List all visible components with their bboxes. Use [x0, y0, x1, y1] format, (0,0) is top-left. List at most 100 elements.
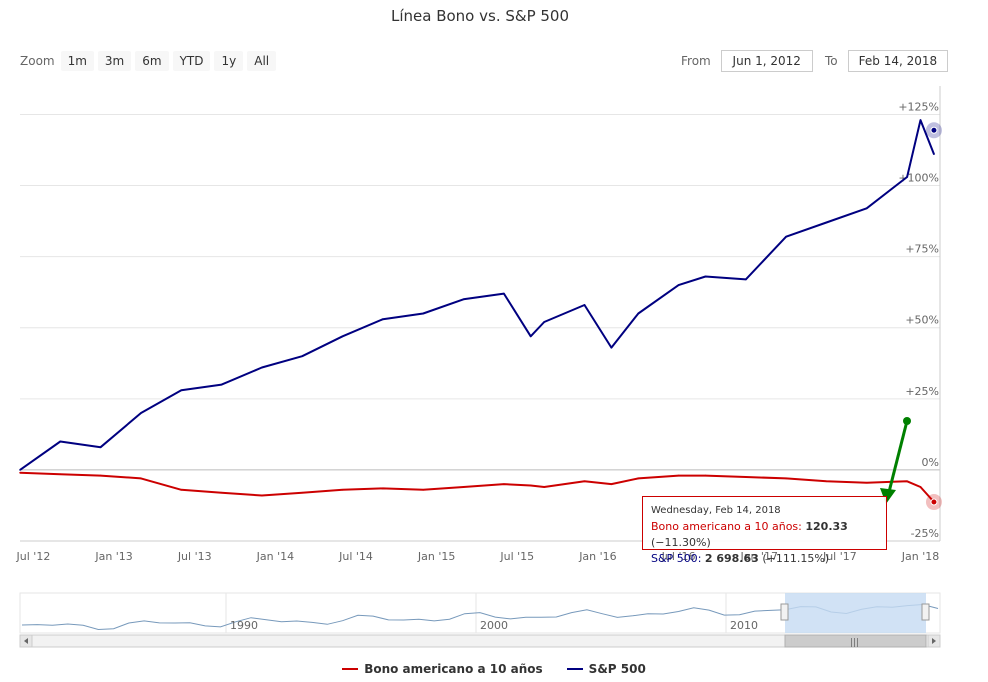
- chart-title: Línea Bono vs. S&P 500: [390, 7, 570, 25]
- sp500-data-point: [610, 346, 613, 349]
- x-tick-label: Jul '16: [661, 550, 696, 563]
- tooltip-date: Wednesday, Feb 14, 2018: [651, 505, 781, 516]
- tooltip-sp-change: (+111.15%): [762, 552, 830, 565]
- bono-data-point: [825, 480, 828, 483]
- bono-data-point: [19, 471, 21, 474]
- bono-data-point: [583, 480, 586, 483]
- navigator-label-2000: 2000: [480, 619, 508, 632]
- navigator-label-2010: 2010: [730, 619, 758, 632]
- zoom-all-button[interactable]: All: [247, 51, 277, 71]
- sp500-data-point: [637, 312, 640, 315]
- zoom-3m-button[interactable]: 3m: [97, 51, 132, 71]
- bono-data-point: [543, 486, 545, 488]
- y-tick-label: +75%: [905, 243, 939, 256]
- legend: Bono americano a 10 años S&P 500: [0, 662, 988, 676]
- series-points: [19, 119, 935, 503]
- sp500-data-point: [59, 440, 62, 443]
- bono-data-point: [865, 481, 868, 484]
- bono-data-point: [637, 477, 640, 480]
- sp500-data-point: [422, 312, 425, 315]
- zoom-1m-button[interactable]: 1m: [60, 51, 94, 71]
- sp500-data-point: [529, 335, 532, 338]
- to-label: To: [825, 54, 838, 68]
- x-tick-label: Jul '14: [338, 550, 373, 563]
- navigator: 1990 2000 2010: [19, 592, 941, 634]
- to-date-input[interactable]: Feb 14, 2018: [847, 50, 949, 72]
- arrow-head: [880, 488, 896, 504]
- legend-label-bono: Bono americano a 10 años: [364, 662, 543, 676]
- bono-data-point: [59, 473, 62, 475]
- sp500-data-point: [704, 275, 707, 278]
- sp500-data-point: [382, 318, 384, 320]
- tooltip-bono-row: Bono americano a 10 años: 120.33 (−11.30…: [651, 520, 848, 549]
- bono-data-point: [462, 486, 465, 488]
- tooltip-sp-label: S&P 500: [651, 552, 698, 565]
- sp500-data-point: [99, 446, 102, 448]
- arrow-shaft: [887, 420, 909, 493]
- navigator-left-handle[interactable]: [780, 603, 789, 621]
- x-tick-label: Jan '14: [256, 550, 294, 563]
- sp500-data-point: [825, 221, 828, 224]
- zoom-label: Zoom: [20, 54, 55, 68]
- bono-data-point: [341, 489, 344, 491]
- bono-data-point: [919, 486, 922, 488]
- zoom-1y-button[interactable]: 1y: [214, 51, 244, 71]
- sp500-data-point: [865, 207, 868, 210]
- x-tick-label: Jul '15: [499, 550, 534, 563]
- x-tick-labels: Jul '12 Jan '13 Jul '13 Jan '14 Jul '14 Jan '…: [16, 550, 940, 563]
- bono-data-point: [382, 487, 384, 490]
- navigator-selected-range[interactable]: [785, 593, 926, 633]
- bono-data-point: [610, 483, 613, 485]
- sp500-data-point: [341, 335, 344, 338]
- from-label: From: [681, 54, 711, 68]
- x-tick-label: Jul '17: [822, 550, 857, 563]
- navigator-right-handle[interactable]: [921, 603, 930, 621]
- y-tick-label: 0%: [922, 456, 939, 469]
- scroll-left-arrow-icon: [24, 638, 28, 644]
- tooltip-sp-row: S&P 500: 2 698.63 (+111.15%): [651, 552, 830, 565]
- sp500-data-point: [543, 321, 545, 323]
- scrollbar: |||: [19, 634, 941, 648]
- sp500-data-point: [261, 366, 263, 369]
- sp500-data-point: [744, 278, 747, 281]
- x-tick-label: Jan '18: [901, 550, 939, 563]
- bono-data-point: [744, 476, 747, 478]
- from-date-input[interactable]: Jun 1, 2012: [720, 50, 813, 72]
- legend-swatch-bono: [342, 668, 359, 670]
- y-tick-label: -25%: [911, 527, 939, 540]
- x-tick-label: Jan '13: [94, 550, 132, 563]
- grid-lines: [20, 113, 940, 542]
- legend-item-sp500[interactable]: S&P 500: [566, 662, 646, 676]
- sp500-data-point: [19, 469, 21, 471]
- bono-data-point: [785, 477, 787, 480]
- tooltip-sp-value: 2 698.63: [704, 552, 759, 565]
- bono-data-point: [220, 491, 223, 494]
- x-tick-label: Jan '16: [578, 550, 616, 563]
- sp500-data-point: [503, 292, 505, 295]
- arrow-tail-dot: [903, 417, 911, 425]
- sp500-data-point: [919, 119, 922, 121]
- y-tick-labels: -25%0%+25%+50%+75%+100%+125%: [898, 100, 939, 540]
- bono-data-point: [677, 474, 680, 477]
- zoom-ytd-button[interactable]: YTD: [172, 51, 211, 71]
- tooltip: Wednesday, Feb 14, 2018 Bono americano a…: [642, 496, 887, 565]
- sp500-data-point: [180, 389, 183, 392]
- zoom-6m-button[interactable]: 6m: [135, 51, 169, 71]
- zoom-bar: Zoom 1m 3m 6m YTD 1y All: [20, 50, 280, 72]
- sp500-data-point: [906, 176, 908, 178]
- range-from: From Jun 1, 2012: [681, 50, 813, 72]
- tooltip-bono-value: 120.33: [805, 520, 848, 533]
- x-tick-label: Jul '13: [177, 550, 212, 563]
- sp500-data-point: [583, 304, 586, 306]
- sp500-data-point: [140, 412, 142, 414]
- legend-item-bono[interactable]: Bono americano a 10 años: [342, 662, 543, 676]
- range-to: To Feb 14, 2018: [825, 50, 949, 72]
- scroll-right-arrow-icon: [932, 638, 936, 644]
- sp500-data-point: [677, 284, 680, 286]
- bono-data-point: [704, 474, 707, 477]
- sp500-data-point: [220, 383, 223, 386]
- annotation-arrow: [880, 417, 911, 504]
- y-tick-label: +125%: [898, 100, 939, 113]
- bono-data-point: [99, 474, 102, 477]
- scrollbar-thumb[interactable]: [784, 634, 927, 648]
